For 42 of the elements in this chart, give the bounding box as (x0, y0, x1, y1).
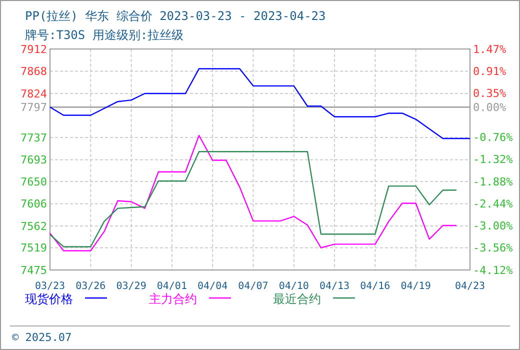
legend-label: 最近合约 (273, 292, 321, 306)
y2-tick-label: 1.47% (473, 42, 506, 56)
x-tick-label: 04/19 (400, 281, 431, 292)
y-tick-label: 7797 (20, 101, 47, 114)
y2-tick-label: -2.44% (473, 197, 514, 210)
y2-tick-label: -1.88% (473, 175, 514, 188)
x-tick-label: 04/01 (156, 281, 187, 292)
y2-tick-label: -1.32% (473, 153, 514, 166)
chart-subtitle: 牌号:T30S 用途级别:拉丝级 (25, 28, 184, 42)
line-series (49, 68, 471, 140)
x-tick-label: 04/07 (238, 281, 268, 292)
y-tick-label: 7650 (20, 175, 47, 188)
x-tick-label: 03/26 (76, 281, 106, 292)
y-tick-label: 7868 (20, 65, 47, 78)
y2-tick-label: -3.00% (473, 220, 514, 233)
line-series (49, 151, 458, 248)
y2-tick-label: 0.91% (473, 64, 506, 78)
line-series (49, 134, 458, 252)
y-tick-label: 7562 (20, 220, 47, 233)
text: © 2025.07 (12, 331, 72, 344)
y2-tick-label: -3.56% (473, 242, 514, 255)
x-tick-label: 04/23 (454, 281, 486, 292)
chart-title: PP(拉丝) 华东 综合价 2023-03-23 - 2023-04-23 (25, 9, 326, 23)
y-tick-label: 7824 (20, 87, 48, 100)
y-tick-label: 7737 (20, 131, 47, 144)
y2-tick-label: 0.00% (473, 100, 506, 114)
y-tick-label: 7693 (20, 154, 47, 167)
y2-tick-label: 0.35% (473, 87, 506, 100)
y2-tick-label: -0.76% (473, 131, 514, 144)
y-tick-label: 7912 (20, 42, 47, 56)
y-tick-label: 7519 (20, 242, 47, 255)
legend-label: 现货价格 (25, 292, 73, 306)
y2-tick-label: -4.12% (473, 264, 514, 277)
x-tick-label: 04/10 (278, 281, 309, 292)
y-tick-label: 7606 (20, 198, 47, 211)
x-tick-label: 04/13 (319, 281, 350, 292)
x-tick-label: 03/23 (34, 281, 66, 292)
x-tick-label: 04/16 (360, 281, 390, 292)
legend-label: 主力合约 (149, 292, 197, 306)
y-tick-label: 7475 (20, 264, 47, 277)
x-tick-label: 04/04 (198, 281, 228, 292)
x-tick-label: 03/29 (116, 281, 146, 292)
